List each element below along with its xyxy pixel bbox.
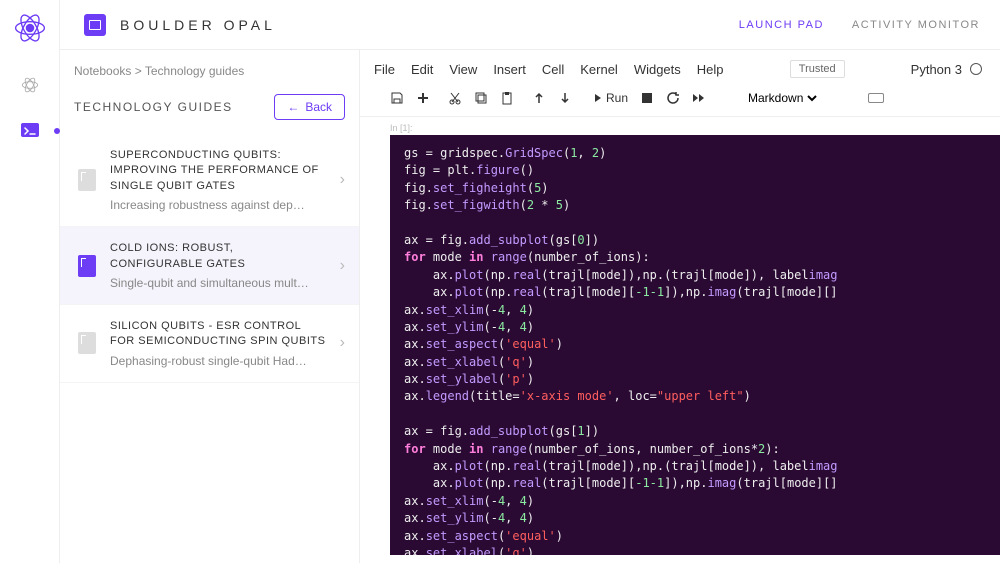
rail-icon-atom[interactable] — [18, 73, 42, 97]
run-icon — [590, 92, 602, 104]
breadcrumb-root[interactable]: Notebooks — [74, 64, 131, 78]
notebook-list: SUPERCONDUCTING QUBITS: IMPROVING THE PE… — [60, 134, 359, 383]
cut-icon[interactable] — [448, 91, 462, 105]
copy-icon[interactable] — [474, 91, 488, 105]
topbar: BOULDER OPAL LAUNCH PAD ACTIVITY MONITOR — [60, 0, 1000, 50]
fast-forward-icon[interactable] — [692, 91, 706, 105]
notebook-menubar: FileEditViewInsertCellKernelWidgetsHelp … — [360, 50, 1000, 82]
menu-view[interactable]: View — [449, 62, 477, 77]
cell-prompt: In [1]: — [390, 123, 1000, 133]
chevron-right-icon: › — [340, 334, 345, 352]
menu-help[interactable]: Help — [697, 62, 724, 77]
code-cell[interactable]: gs = gridspec.GridSpec(1, 2) fig = plt.f… — [390, 135, 1000, 555]
move-down-icon[interactable] — [558, 91, 572, 105]
kernel-status-icon — [970, 63, 982, 75]
sidebar: Notebooks > Technology guides TECHNOLOGY… — [60, 50, 360, 563]
menu-file[interactable]: File — [374, 62, 395, 77]
breadcrumb[interactable]: Notebooks > Technology guides — [60, 64, 359, 88]
celltype-select[interactable]: Markdown — [744, 90, 820, 106]
menu-cell[interactable]: Cell — [542, 62, 564, 77]
kernel-name: Python 3 — [911, 62, 962, 77]
notebook-panel: FileEditViewInsertCellKernelWidgetsHelp … — [360, 50, 1000, 563]
kernel-indicator[interactable]: Python 3 — [911, 62, 982, 77]
item-subtitle: Increasing robustness against dep… — [110, 198, 326, 212]
arrow-left-icon: ← — [287, 100, 299, 114]
menu-kernel[interactable]: Kernel — [580, 62, 618, 77]
app-icon — [84, 14, 106, 36]
doc-icon — [78, 255, 96, 277]
trusted-badge[interactable]: Trusted — [790, 60, 845, 78]
back-button[interactable]: ← Back — [274, 94, 345, 120]
list-item[interactable]: COLD IONS: ROBUST, CONFIGURABLE GATES Sin… — [60, 227, 359, 305]
item-subtitle: Single-qubit and simultaneous mult… — [110, 276, 326, 290]
restart-icon[interactable] — [666, 91, 680, 105]
list-item[interactable]: SILICON QUBITS - ESR CONTROL FOR SEMICON… — [60, 305, 359, 383]
back-label: Back — [305, 100, 332, 114]
item-subtitle: Dephasing-robust single-qubit Had… — [110, 354, 326, 368]
menu-insert[interactable]: Insert — [493, 62, 526, 77]
left-rail — [0, 0, 60, 563]
section-title: TECHNOLOGY GUIDES — [74, 100, 233, 114]
item-title: SILICON QUBITS - ESR CONTROL FOR SEMICON… — [110, 319, 326, 350]
keyboard-icon[interactable] — [868, 93, 884, 103]
menu-edit[interactable]: Edit — [411, 62, 433, 77]
doc-icon — [78, 169, 96, 191]
notebook-toolbar: Run Markdown — [360, 82, 1000, 117]
stop-icon[interactable] — [640, 91, 654, 105]
nav-launchpad[interactable]: LAUNCH PAD — [739, 19, 824, 31]
run-label: Run — [606, 91, 628, 105]
move-up-icon[interactable] — [532, 91, 546, 105]
item-title: COLD IONS: ROBUST, CONFIGURABLE GATES — [110, 241, 326, 272]
chevron-right-icon: › — [340, 257, 345, 275]
nav-activity[interactable]: ACTIVITY MONITOR — [852, 19, 980, 31]
paste-icon[interactable] — [500, 91, 514, 105]
item-title: SUPERCONDUCTING QUBITS: IMPROVING THE PE… — [110, 148, 326, 194]
menu-widgets[interactable]: Widgets — [634, 62, 681, 77]
add-icon[interactable] — [416, 91, 430, 105]
rail-icon-terminal[interactable] — [18, 119, 42, 143]
breadcrumb-leaf[interactable]: Technology guides — [145, 64, 244, 78]
doc-icon — [78, 332, 96, 354]
save-icon[interactable] — [390, 91, 404, 105]
qctrl-logo[interactable] — [12, 10, 48, 51]
app-name: BOULDER OPAL — [120, 17, 276, 33]
run-button[interactable]: Run — [590, 91, 628, 105]
chevron-right-icon: › — [340, 171, 345, 189]
list-item[interactable]: SUPERCONDUCTING QUBITS: IMPROVING THE PE… — [60, 134, 359, 227]
